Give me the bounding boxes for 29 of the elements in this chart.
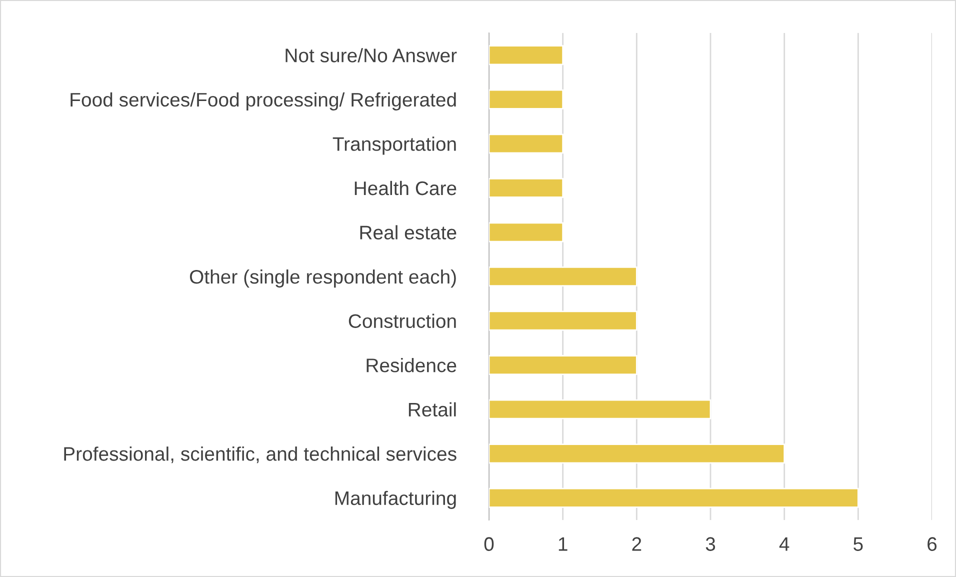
x-tick-label: 6 xyxy=(928,537,937,551)
y-tick-label: Health Care xyxy=(354,180,456,196)
x-tick-label: 1 xyxy=(558,537,568,551)
y-tick-label: Residence xyxy=(366,358,456,372)
bar xyxy=(489,45,564,66)
x-tick-label: 2 xyxy=(632,537,642,551)
y-tick-label: Construction xyxy=(348,314,456,328)
bar xyxy=(489,134,564,154)
y-tick-label: Food services/Food processing/ Refrigerated xyxy=(70,92,456,110)
x-tick-label: 5 xyxy=(854,537,863,551)
y-tick-label: Manufacturing xyxy=(335,490,456,509)
bar xyxy=(489,89,564,110)
y-tick-label: Other (single respondent each) xyxy=(190,269,456,288)
x-tick-label: 3 xyxy=(706,537,716,551)
bar xyxy=(489,399,712,420)
y-tick-label: Professional, scientific, and technical services xyxy=(64,446,456,464)
bar xyxy=(489,222,564,242)
bar xyxy=(489,355,638,376)
bar xyxy=(489,444,786,464)
x-tick-label: 4 xyxy=(779,537,790,551)
bar xyxy=(489,178,564,198)
bar xyxy=(489,488,859,508)
y-tick-label: Not sure/No Answer xyxy=(286,48,457,62)
x-tick-label: 0 xyxy=(484,537,494,551)
y-tick-label: Real estate xyxy=(360,225,456,240)
y-tick-label: Retail xyxy=(408,402,456,417)
bar xyxy=(489,310,638,331)
bar xyxy=(489,266,638,286)
y-tick-label: Transportation xyxy=(332,136,456,155)
